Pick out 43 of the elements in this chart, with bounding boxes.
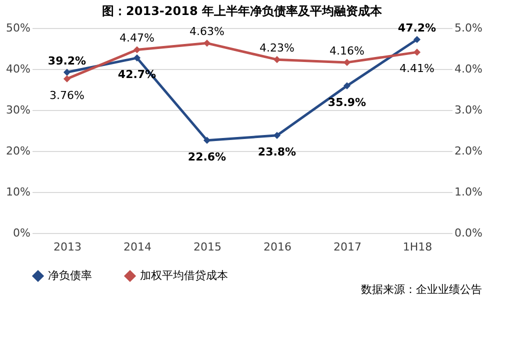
y-tick-label: 40% <box>6 62 30 76</box>
y-tick-label: 20% <box>6 144 30 158</box>
y-tick-label: 0% <box>13 226 30 240</box>
y-tick-label: 50% <box>6 22 30 34</box>
legend-label: 净负债率 <box>48 269 92 282</box>
y2-tick-label: 2.0% <box>454 144 482 158</box>
x-tick-label: 2017 <box>334 240 362 254</box>
point <box>413 48 421 56</box>
data-label: 4.41% <box>400 62 434 76</box>
y2-tick-label: 5.0% <box>454 22 482 34</box>
data-label: 23.8% <box>258 145 296 158</box>
point <box>273 132 281 139</box>
point <box>133 54 141 62</box>
chart-title: 图：2013-2018 年上半年净负债率及平均融资成本 <box>102 4 383 18</box>
y2-tick-label: 0.0% <box>454 226 482 240</box>
point <box>343 82 351 90</box>
y2-tick-label: 1.0% <box>454 186 482 198</box>
source-note: 数据来源：企业业绩公告 <box>361 283 482 296</box>
legend-label: 加权平均借贷成本 <box>140 269 228 282</box>
data-label: 4.16% <box>330 44 364 58</box>
point <box>413 36 421 44</box>
data-label: 47.2% <box>398 21 436 34</box>
point <box>203 40 211 47</box>
data-label: 4.63% <box>190 25 224 38</box>
data-label: 3.76% <box>50 88 84 102</box>
data-label: 4.47% <box>120 32 154 45</box>
data-label: 22.6% <box>188 150 226 164</box>
data-label: 35.9% <box>328 96 366 109</box>
x-tick-label: 2015 <box>194 240 222 254</box>
data-label: 4.23% <box>260 42 294 55</box>
x-tick-label: 1H18 <box>402 240 432 254</box>
x-tick-label: 2013 <box>54 240 82 254</box>
x-tick-label: 2016 <box>264 240 292 254</box>
point <box>63 68 71 76</box>
y2-tick-label: 4.0% <box>454 62 482 76</box>
point <box>203 136 211 144</box>
y-tick-label: 10% <box>6 186 30 198</box>
y-tick-label: 30% <box>6 104 30 116</box>
data-label: 39.2% <box>48 54 86 68</box>
point <box>63 75 71 82</box>
y2-tick-label: 3.0% <box>454 104 482 116</box>
point <box>133 46 141 54</box>
x-tick-label: 2014 <box>124 240 152 254</box>
